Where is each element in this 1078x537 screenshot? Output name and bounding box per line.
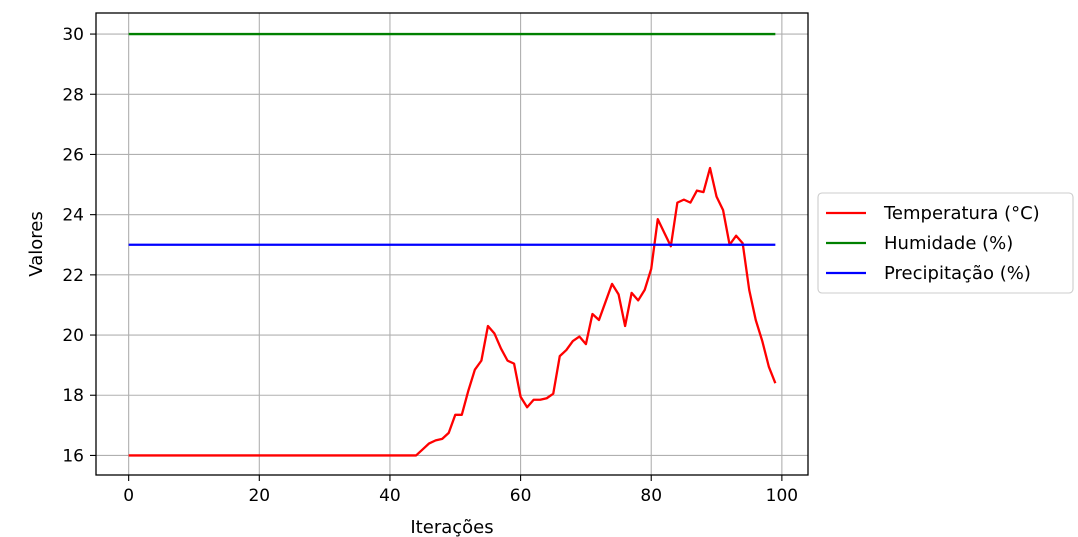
y-axis-label: Valores [26, 211, 47, 276]
x-tick-label: 100 [766, 486, 798, 506]
x-tick-label: 60 [510, 486, 532, 506]
y-tick-label: 18 [62, 386, 84, 406]
y-tick-label: 22 [62, 266, 84, 286]
legend-box [817, 192, 1074, 294]
legend-label: Humidade (%) [884, 233, 1013, 254]
x-tick-label: 0 [123, 486, 134, 506]
axis-ticks: 0 20 40 60 80 100 16 18 20 22 24 26 28 30 [62, 25, 798, 506]
legend: Temperatura (°C) Humidade (%) Precipitação… [817, 192, 1074, 294]
legend-label: Temperatura (°C) [883, 203, 1040, 224]
series-line-temperatura-c [128, 166, 777, 457]
legend-label: Precipitação (%) [884, 263, 1031, 284]
series-lines [128, 32, 777, 457]
x-tick-label: 20 [248, 486, 270, 506]
y-tick-label: 24 [62, 206, 84, 226]
y-tick-label: 28 [62, 85, 84, 105]
y-tick-label: 20 [62, 326, 84, 346]
y-tick-label: 16 [62, 446, 84, 466]
x-axis-label: Iterações [410, 517, 493, 537]
x-tick-label: 80 [640, 486, 662, 506]
y-tick-label: 30 [62, 25, 84, 45]
x-tick-label: 40 [379, 486, 401, 506]
y-tick-label: 26 [62, 145, 84, 165]
plot-frame [95, 12, 809, 476]
